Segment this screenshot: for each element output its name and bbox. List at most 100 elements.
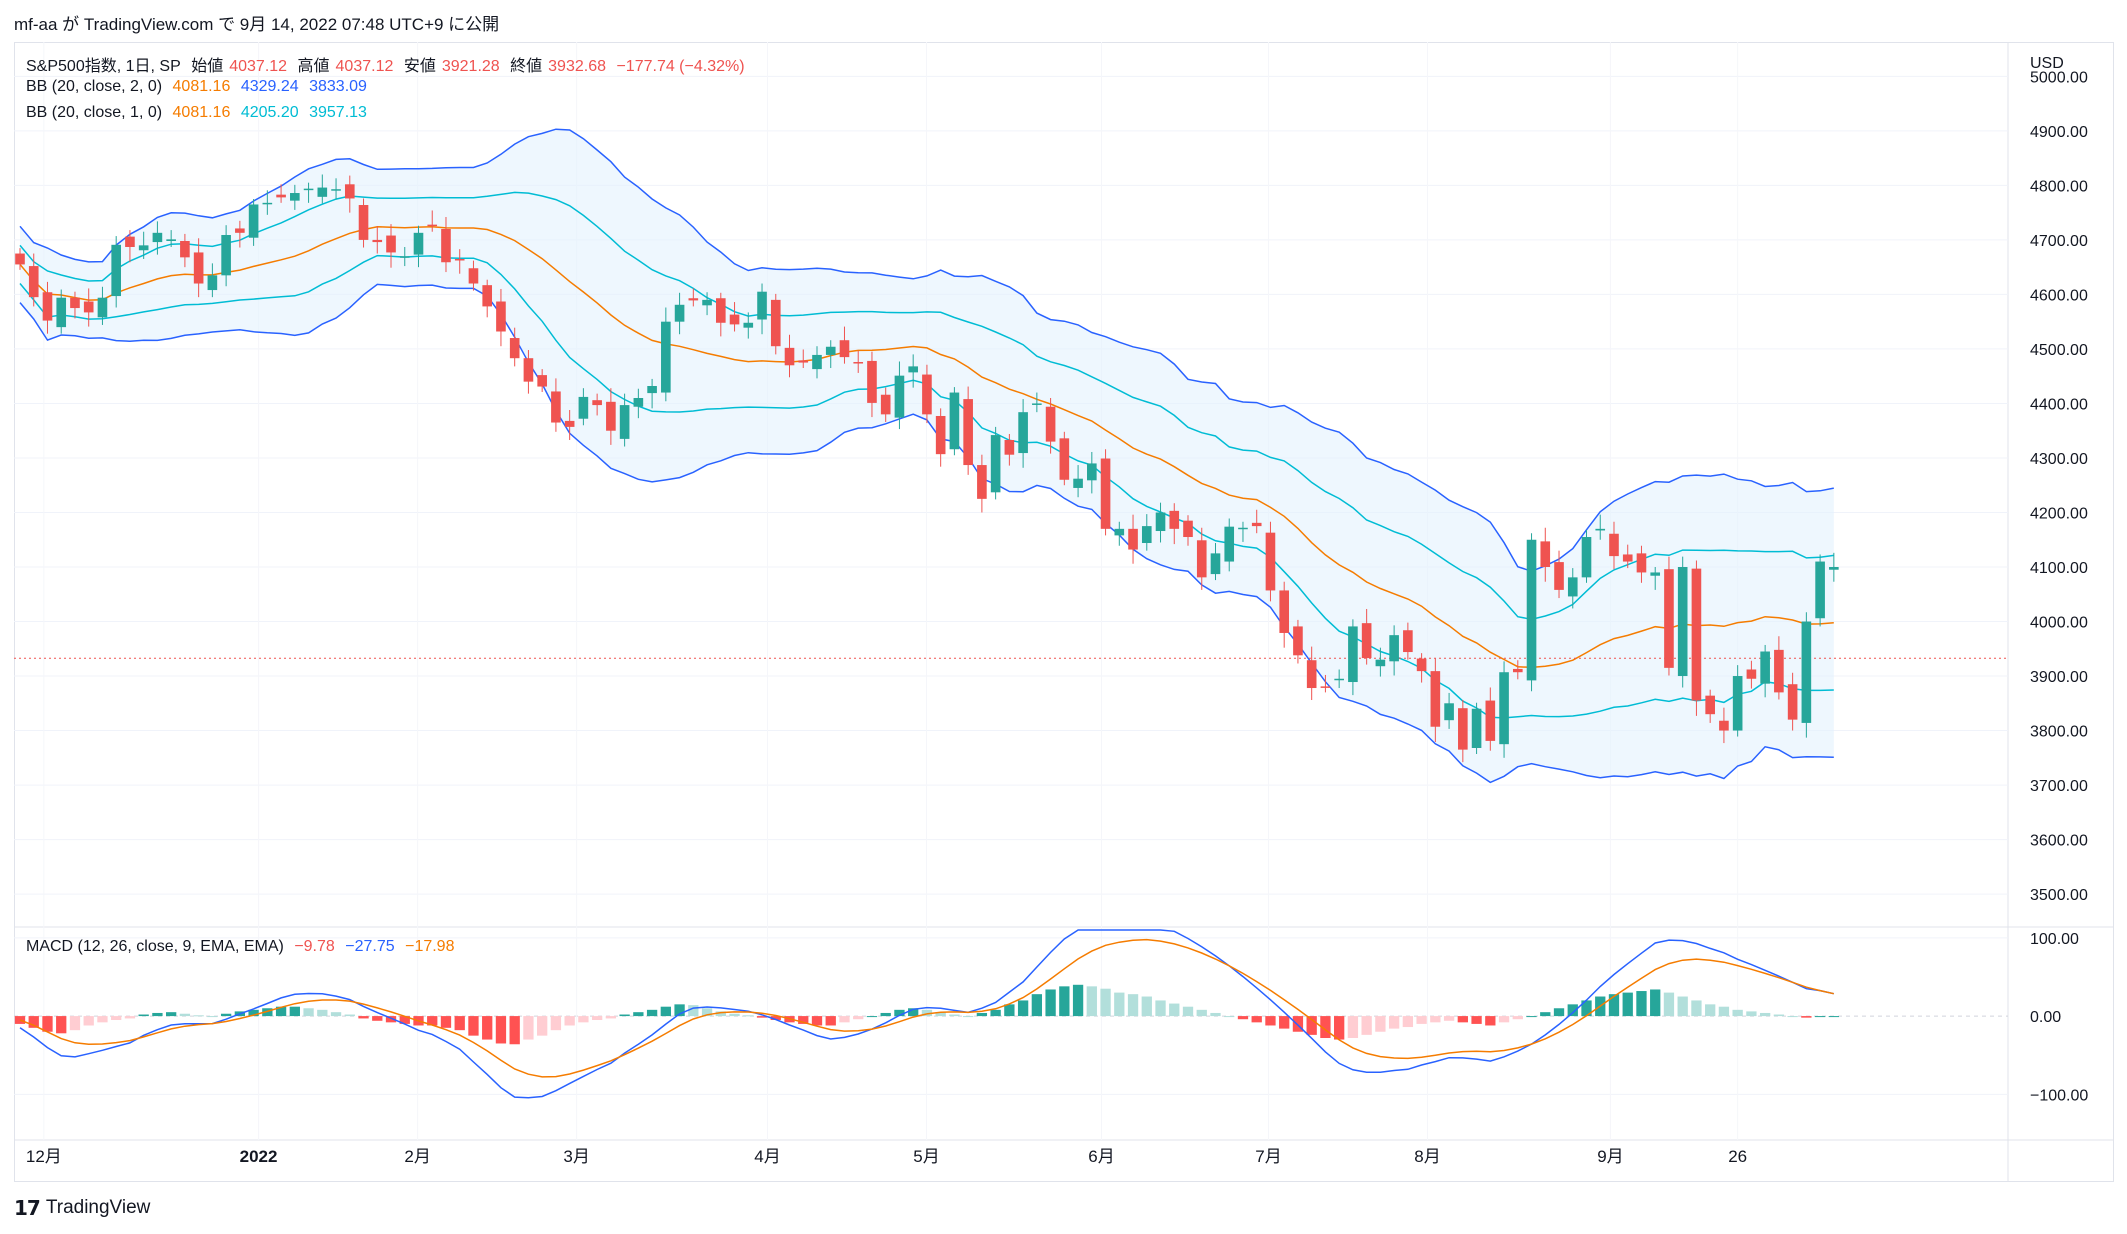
macd-histogram-bar	[646, 1009, 658, 1017]
macd-histogram-bar	[56, 1016, 67, 1034]
macd-histogram-bar	[1746, 1011, 1757, 1017]
candle-body	[386, 235, 396, 253]
candle-body	[537, 375, 547, 387]
macd-histogram-bar	[1388, 1016, 1400, 1029]
open-label: 始値	[191, 58, 224, 75]
macd-histogram-bar	[1292, 1016, 1304, 1032]
macd-histogram-bar	[495, 1016, 507, 1044]
macd-histogram-bar	[605, 1016, 617, 1019]
macd-histogram-bar	[1553, 1008, 1565, 1017]
currency-label: USD	[2030, 55, 2064, 72]
macd-histogram-bar	[42, 1016, 53, 1032]
candle-body	[1032, 403, 1042, 405]
macd-histogram-bar	[1457, 1016, 1468, 1023]
macd-histogram-bar	[1828, 1016, 1839, 1018]
macd-histogram-bar	[1045, 989, 1056, 1017]
candle-body	[152, 232, 163, 243]
price-tick-label: 3900.00	[2030, 669, 2088, 686]
candle-body	[1348, 626, 1358, 683]
candle-body	[880, 394, 891, 415]
macd-histogram-bar	[166, 1012, 177, 1017]
macd-histogram-bar	[715, 1011, 726, 1017]
candle-body	[729, 314, 740, 325]
macd-histogram-bar	[674, 1004, 685, 1017]
price-tick-label: 5000.00	[2030, 69, 2088, 86]
candle-body	[454, 258, 465, 261]
candle-body	[97, 297, 108, 318]
macd-histogram-bar	[866, 1016, 878, 1018]
candle-body	[1183, 520, 1193, 538]
tradingview-logo-icon: 17	[14, 1196, 41, 1220]
candle-body	[757, 291, 767, 320]
macd-histogram-bar	[1773, 1014, 1785, 1017]
time-tick-label: 7月	[1255, 1147, 1281, 1166]
candle-body	[468, 268, 479, 284]
candle-body	[56, 297, 67, 328]
candle-body	[1458, 708, 1468, 750]
bb2-upper: 4329.24	[240, 78, 299, 95]
macd-histogram-bar	[344, 1014, 355, 1017]
candle-body	[647, 386, 657, 394]
candle-body	[578, 396, 589, 419]
candle-body	[221, 234, 231, 276]
brand-name: TradingView	[45, 1197, 151, 1218]
macd-histogram-bar	[798, 1016, 809, 1024]
macd-histogram-bar	[124, 1016, 136, 1019]
candle-body	[1829, 567, 1839, 570]
macd-histogram-bar	[688, 1005, 699, 1017]
candle-body	[551, 391, 561, 423]
bb1-lower: 3957.13	[309, 104, 367, 121]
macd-histogram-bar	[1224, 1016, 1235, 1018]
candle-body	[344, 184, 355, 199]
bb2-legend: BB (20, close, 2, 0) 4081.16 4329.24 383…	[26, 78, 373, 96]
macd-histogram-bar	[1114, 992, 1125, 1017]
candle-body	[1581, 537, 1592, 578]
macd-histogram-bar	[1265, 1016, 1276, 1026]
candle-body	[1320, 686, 1331, 688]
candle-body	[1512, 668, 1523, 673]
macd-histogram-bar	[454, 1016, 465, 1031]
candle-body	[1540, 541, 1551, 567]
macd-histogram-bar	[1512, 1016, 1523, 1020]
macd-histogram-bar	[894, 1009, 905, 1017]
candle-body	[15, 253, 25, 265]
candle-body	[180, 240, 190, 258]
macd-histogram-bar	[908, 1008, 919, 1017]
macd-histogram-bar	[1031, 994, 1043, 1017]
macd-histogram-bar	[1196, 1009, 1207, 1017]
macd-histogram-bar	[1759, 1012, 1771, 1017]
candle-body	[743, 322, 754, 328]
candle-body	[1815, 561, 1825, 619]
symbol-name: S&P500指数, 1日, SP	[26, 58, 181, 75]
macd-histogram-bar	[1443, 1016, 1455, 1021]
candle-body	[1719, 720, 1729, 731]
macd-histogram-bar	[578, 1016, 589, 1023]
price-tick-label: 4200.00	[2030, 505, 2088, 522]
candle-body	[661, 321, 671, 393]
macd-histogram-bar	[729, 1013, 740, 1017]
candle-body	[276, 194, 286, 198]
footer-brand[interactable]: 17 TradingView	[14, 1196, 150, 1220]
candle-body	[1485, 700, 1496, 741]
candle-body	[702, 299, 712, 306]
macd-histogram-bar	[1416, 1016, 1427, 1024]
macd-histogram-bar	[1320, 1016, 1331, 1038]
macd-histogram-bar	[1375, 1016, 1386, 1032]
macd-tick-label: 0.00	[2030, 1009, 2061, 1026]
signal-line	[19, 938, 1834, 1078]
macd-histogram-bar	[1787, 1016, 1798, 1018]
bb-fill	[20, 129, 1834, 783]
macd-histogram-bar	[1581, 1000, 1592, 1017]
bb1-legend: BB (20, close, 1, 0) 4081.16 4205.20 395…	[26, 104, 373, 122]
macd-signal-value: −17.98	[405, 938, 455, 955]
macd-histogram-bar	[1127, 994, 1139, 1017]
candle-body	[1430, 671, 1441, 727]
candle-body	[413, 232, 424, 255]
candle-body	[839, 340, 850, 358]
macd-histogram-bar	[262, 1008, 273, 1017]
macd-histogram-bar	[537, 1016, 548, 1036]
candle-body	[399, 256, 410, 258]
macd-histogram-bar	[358, 1016, 369, 1019]
bb1-upper: 4205.20	[240, 104, 299, 121]
